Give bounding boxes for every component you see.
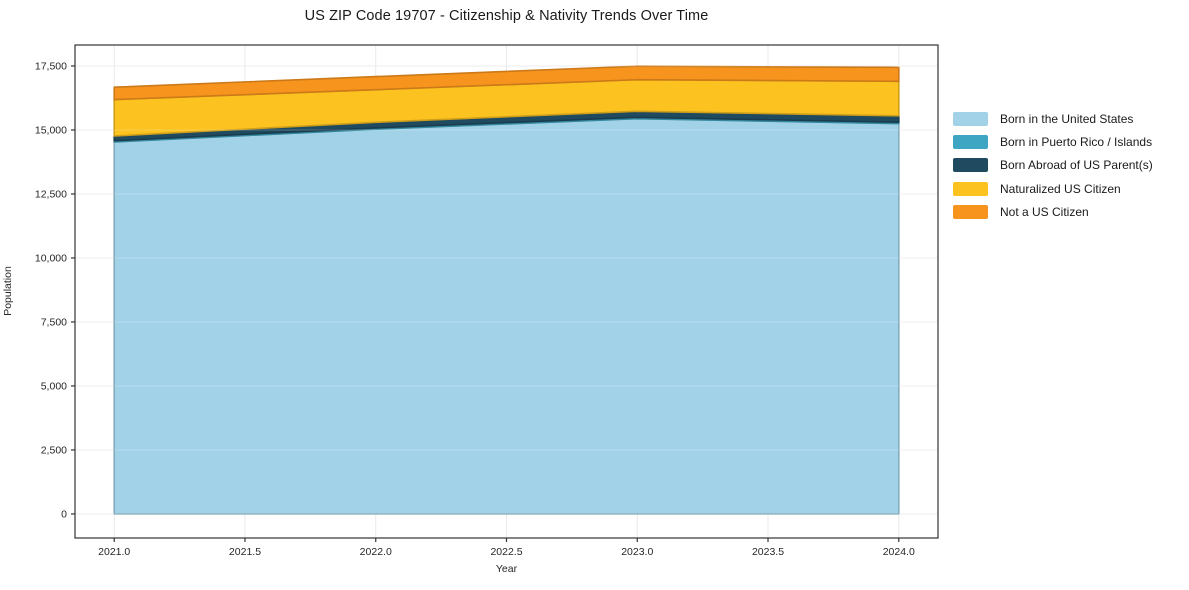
- legend-label: Naturalized US Citizen: [1000, 181, 1121, 196]
- chart-title: US ZIP Code 19707 - Citizenship & Nativi…: [304, 8, 709, 24]
- legend-swatch: [953, 135, 988, 150]
- legend-swatch: [953, 181, 988, 196]
- x-tick-label: 2023.5: [752, 546, 784, 558]
- legend-item: Born Abroad of US Parent(s): [953, 154, 1153, 177]
- x-tick-label: 2022.0: [360, 546, 392, 558]
- y-tick-label: 10,000: [35, 252, 67, 264]
- legend-item: Born in the United States: [953, 107, 1153, 130]
- legend-label: Not a US Citizen: [1000, 205, 1089, 220]
- y-tick-label: 5,000: [41, 380, 67, 392]
- y-tick-label: 7,500: [41, 316, 67, 328]
- y-tick-label: 0: [61, 508, 67, 520]
- x-tick-label: 2022.5: [490, 546, 522, 558]
- x-tick-label: 2021.0: [98, 546, 130, 558]
- legend-label: Born Abroad of US Parent(s): [1000, 158, 1153, 173]
- legend-label: Born in the United States: [1000, 111, 1134, 126]
- x-tick-label: 2023.0: [621, 546, 653, 558]
- legend-item: Born in Puerto Rico / Islands: [953, 130, 1153, 153]
- y-tick-label: 17,500: [35, 60, 67, 72]
- y-axis-label: Population: [2, 266, 14, 316]
- legend-item: Not a US Citizen: [953, 201, 1153, 224]
- legend-swatch: [953, 111, 988, 126]
- x-tick-label: 2021.5: [229, 546, 261, 558]
- x-tick-label: 2024.0: [883, 546, 915, 558]
- legend-item: Naturalized US Citizen: [953, 177, 1153, 200]
- legend-swatch: [953, 158, 988, 173]
- legend: Born in the United States Born in Puerto…: [953, 107, 1153, 224]
- y-tick-label: 15,000: [35, 124, 67, 136]
- legend-label: Born in Puerto Rico / Islands: [1000, 135, 1153, 150]
- y-tick-label: 12,500: [35, 188, 67, 200]
- legend-swatch: [953, 205, 988, 220]
- x-axis-label: Year: [495, 563, 518, 575]
- y-tick-label: 2,500: [41, 444, 67, 456]
